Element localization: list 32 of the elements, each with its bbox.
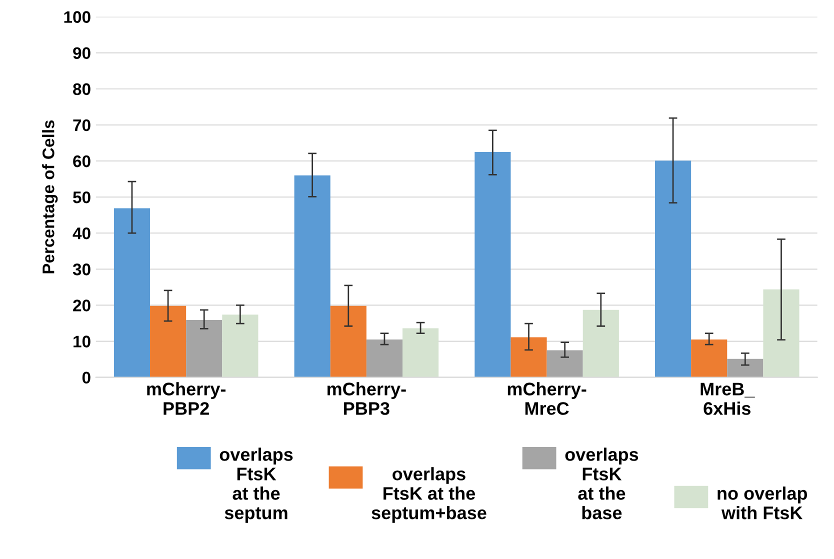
y-tick-label: 80 [73,83,90,96]
bar [546,350,583,378]
bar [727,358,764,378]
x-tick-label: mCherry- MreC [508,382,586,415]
legend-label: overlaps FtsK at the septum [220,448,293,523]
y-tick-label: 90 [73,47,90,60]
y-tick-label: 20 [73,300,90,312]
legend-label: overlaps FtsK at the septum+base [372,467,486,523]
legend-label: overlaps FtsK at the base [565,448,638,520]
x-tick-label: MreB_ 6xHis [700,382,755,415]
bar [510,337,547,378]
y-tick-label: 0 [82,372,90,384]
bar [114,208,150,378]
bar [330,306,366,378]
legend-label: no overlap with FtsK [718,486,808,520]
y-tick-label: 10 [74,336,90,348]
y-tick-label: 40 [72,228,90,240]
bar [186,320,222,378]
y-tick-label: 50 [73,191,90,204]
bar [691,339,728,378]
y-axis-title: Percentage of Cells [42,120,58,274]
x-tick-label: mCherry- PBP2 [147,382,226,415]
x-tick-label: mCherry- PBP3 [327,382,406,415]
y-tick-label: 60 [73,155,90,168]
bar [366,339,403,378]
bar [150,306,186,378]
bar [655,160,692,378]
y-tick-label: 70 [73,119,90,132]
bar [294,175,330,378]
y-tick-label: 100 [64,11,90,23]
y-tick-label: 30 [72,264,90,276]
bar [474,152,511,378]
